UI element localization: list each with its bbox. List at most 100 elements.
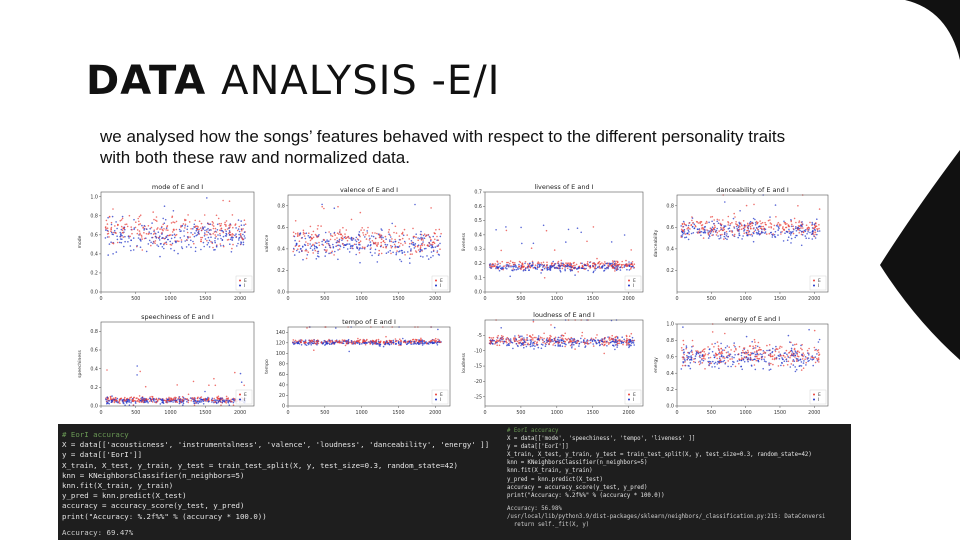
point-e xyxy=(184,223,187,226)
point-e xyxy=(517,334,520,337)
point-e xyxy=(222,231,225,234)
point-e xyxy=(818,208,821,210)
point-i xyxy=(781,357,783,359)
point-e xyxy=(390,240,393,243)
legend-label: I xyxy=(818,283,819,289)
point-e xyxy=(581,335,583,337)
point-e xyxy=(577,271,579,273)
point-e xyxy=(507,338,510,340)
point-e xyxy=(549,340,551,343)
point-i xyxy=(497,263,499,265)
code-cell-right[interactable]: # EorI accuracy X = data[['mode', 'speec… xyxy=(503,424,851,540)
point-e xyxy=(581,331,584,334)
point-i xyxy=(133,227,136,229)
point-e xyxy=(434,232,436,235)
point-e xyxy=(395,232,398,234)
point-i xyxy=(184,240,186,242)
point-i xyxy=(734,354,736,356)
point-i xyxy=(623,234,626,236)
point-e xyxy=(525,339,527,341)
point-i xyxy=(134,402,137,404)
point-i xyxy=(163,205,166,207)
point-e xyxy=(139,370,141,373)
point-e xyxy=(706,222,708,224)
point-i xyxy=(520,344,522,347)
point-i xyxy=(175,240,177,242)
point-e xyxy=(586,261,589,263)
point-i xyxy=(175,399,178,402)
point-e xyxy=(155,401,157,404)
point-i xyxy=(157,245,160,248)
legend-label: I xyxy=(244,283,245,289)
code-line: y_pred = knn.predict(X_test) xyxy=(507,476,603,483)
point-e xyxy=(722,227,724,229)
point-i xyxy=(240,228,243,231)
point-e xyxy=(234,371,236,374)
point-i xyxy=(558,264,561,266)
point-i xyxy=(800,344,802,347)
point-e xyxy=(409,253,412,255)
point-e xyxy=(749,345,752,347)
point-i xyxy=(797,226,799,229)
point-e xyxy=(182,398,185,400)
point-i xyxy=(690,356,693,359)
point-i xyxy=(571,343,573,346)
point-i xyxy=(534,267,537,270)
point-e xyxy=(688,222,690,224)
point-e xyxy=(712,230,715,233)
point-e xyxy=(378,249,380,252)
point-i xyxy=(727,365,729,368)
point-i xyxy=(690,359,693,361)
point-i xyxy=(389,236,392,238)
point-i xyxy=(724,346,727,349)
point-e xyxy=(225,402,227,404)
point-i xyxy=(532,341,534,344)
point-i xyxy=(316,242,318,244)
point-e xyxy=(615,263,618,265)
point-e xyxy=(231,235,233,237)
point-e xyxy=(719,359,722,362)
point-e xyxy=(155,397,158,400)
point-i xyxy=(695,353,698,356)
point-e xyxy=(754,355,757,358)
point-i xyxy=(781,361,783,364)
point-e xyxy=(144,385,147,388)
point-i xyxy=(170,237,173,240)
point-e xyxy=(813,329,816,332)
point-i xyxy=(165,241,168,243)
point-e xyxy=(167,399,170,402)
point-i xyxy=(594,339,597,342)
point-i xyxy=(112,399,114,401)
point-e xyxy=(212,222,215,224)
point-i xyxy=(220,398,222,400)
code-cell-left[interactable]: # EorI accuracy X = data[['acousticness'… xyxy=(58,424,503,540)
chart-title: speechiness of E and I xyxy=(141,313,214,321)
point-e xyxy=(494,343,496,345)
point-e xyxy=(389,341,391,344)
point-e xyxy=(736,229,739,231)
point-e xyxy=(437,338,439,341)
point-i xyxy=(788,232,791,234)
point-i xyxy=(377,254,380,256)
point-e xyxy=(376,232,378,235)
point-i xyxy=(195,229,198,232)
point-i xyxy=(738,222,741,225)
point-i xyxy=(412,343,414,345)
point-i xyxy=(752,240,755,243)
point-i xyxy=(380,236,382,239)
point-e xyxy=(597,262,599,265)
point-i xyxy=(727,235,729,238)
point-e xyxy=(815,222,817,224)
point-e xyxy=(569,339,571,341)
point-i xyxy=(752,352,755,355)
point-i xyxy=(146,400,149,403)
point-i xyxy=(628,346,630,349)
point-e xyxy=(394,246,396,249)
point-i xyxy=(737,353,739,356)
point-e xyxy=(351,247,353,249)
point-e xyxy=(230,398,232,401)
point-e xyxy=(225,220,228,222)
point-e xyxy=(104,226,107,228)
point-e xyxy=(204,399,206,402)
point-i xyxy=(682,220,685,223)
